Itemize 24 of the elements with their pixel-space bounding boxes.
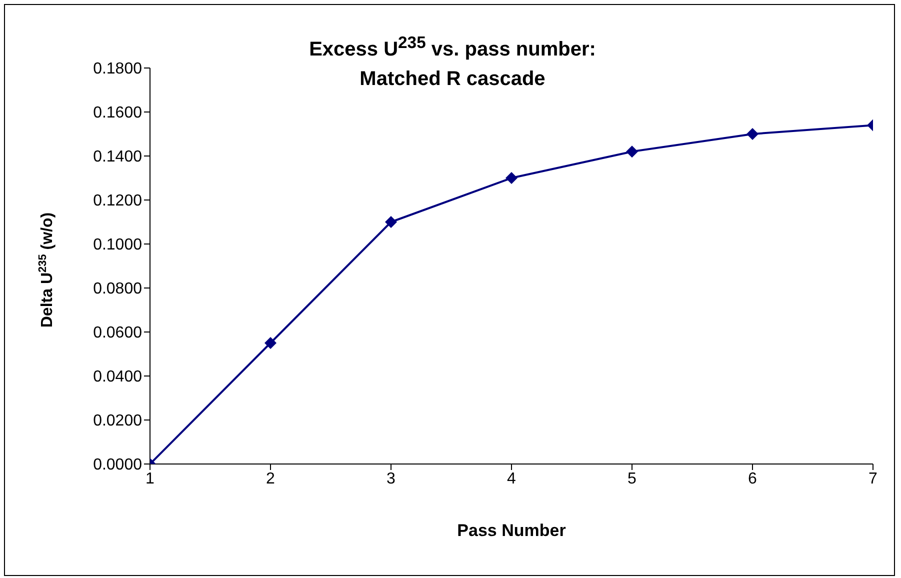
x-tick-label: 3 [386, 470, 396, 488]
x-tick-label: 2 [266, 470, 276, 488]
x-axis-title: Pass Number [456, 521, 567, 541]
y-tick-label: 0.0000 [93, 456, 142, 474]
x-tick-label: 6 [748, 470, 758, 488]
y-tick-label: 0.1000 [93, 236, 142, 254]
point [746, 128, 758, 140]
x-tick-label: 5 [628, 470, 637, 488]
y-tick-label: 0.1200 [93, 192, 142, 210]
y-tick-label: 0.1800 [93, 60, 142, 78]
y-tick-label: 0.0800 [93, 280, 142, 298]
y-tick-label: 0.1600 [93, 104, 142, 122]
y-tick-label: 0.0600 [93, 324, 142, 342]
y-tick-label: 0.0200 [93, 412, 142, 430]
y-tick-label: 0.0400 [93, 368, 142, 386]
point [385, 216, 397, 228]
point [264, 337, 276, 349]
x-tick-label: 7 [868, 470, 878, 488]
x-tick-label: 1 [146, 470, 155, 488]
x-tick-label: 4 [507, 470, 516, 488]
point [506, 172, 518, 184]
chart-title: Excess U$^{235}$ vs. pass number: Matched R cascade [308, 32, 597, 92]
y-tick-label: 0.1400 [93, 148, 142, 166]
point [626, 146, 638, 158]
